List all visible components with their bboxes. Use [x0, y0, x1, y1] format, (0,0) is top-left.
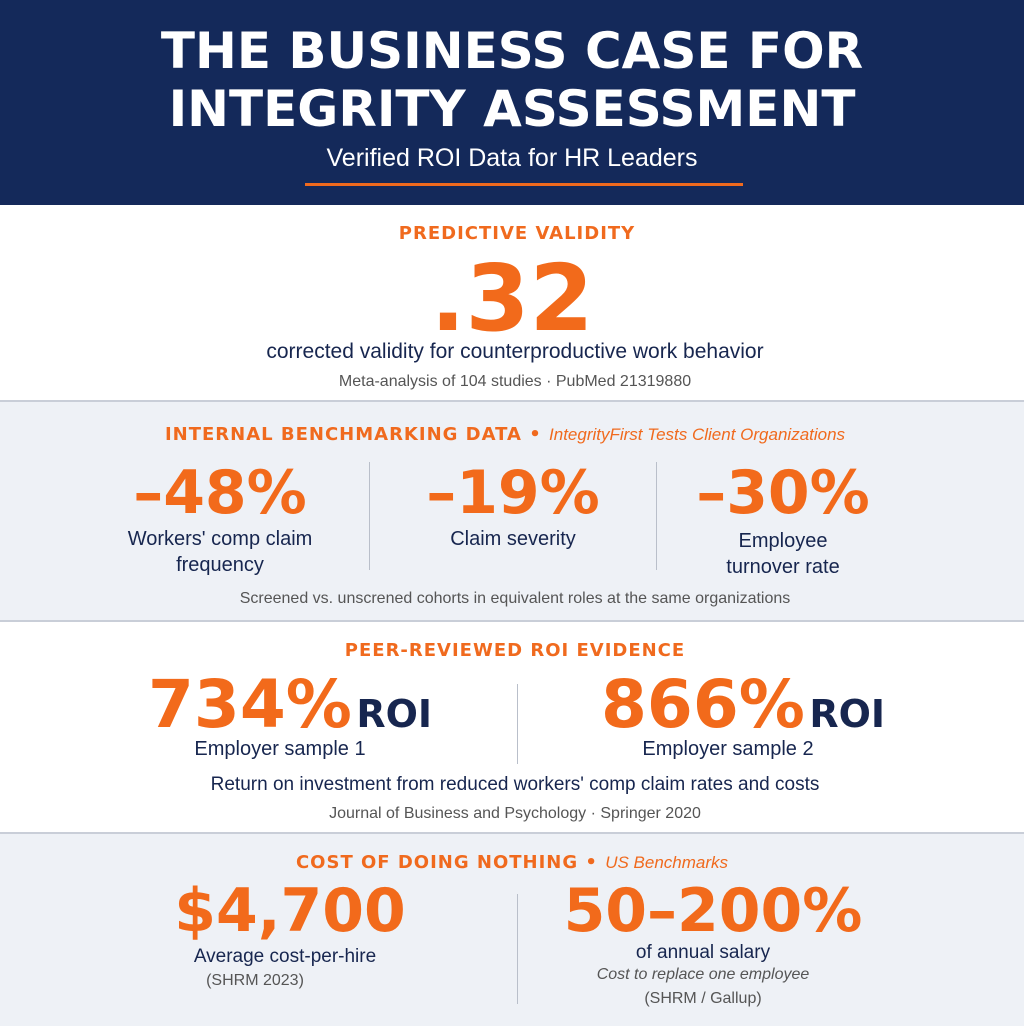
source: (SHRM / Gallup) — [644, 990, 762, 1007]
stat-label: Workers' comp claim frequency — [127, 528, 313, 576]
divider — [369, 462, 370, 570]
separator: • — [521, 424, 550, 445]
section-label: PREDICTIVE VALIDITY — [398, 223, 636, 244]
source: Journal of Business and Psychology · Spr… — [329, 805, 701, 822]
divider — [656, 462, 657, 570]
section-label: PEER-REVIEWED ROI EVIDENCE — [344, 640, 686, 661]
stat-suffix: ROI — [809, 692, 886, 736]
underline — [305, 183, 743, 186]
divider — [517, 894, 518, 1004]
title: INTEGRITY ASSESSMENT — [168, 80, 856, 138]
note: Return on investment from reduced worker… — [210, 774, 820, 795]
stat-value: .32 — [430, 245, 594, 352]
stat: 734% ROI — [100, 666, 480, 743]
stat-value: –48% — [133, 458, 307, 528]
stat-value: –30% — [696, 458, 870, 528]
separator: • — [578, 852, 606, 873]
source: (SHRM 2023) — [206, 972, 304, 989]
stat-value: –19% — [426, 458, 600, 528]
section: INTERNAL BENCHMARKING DATA • IntegrityFi… — [0, 400, 1024, 620]
title: THE BUSINESS CASE FOR — [160, 22, 864, 80]
source: Meta-analysis of 104 studies · PubMed 21… — [338, 373, 692, 390]
section: PEER-REVIEWED ROI EVIDENCE 734% ROI Empl… — [0, 620, 1024, 832]
stat-suffix: ROI — [356, 692, 433, 736]
section-label: COST OF DOING NOTHING — [295, 852, 579, 873]
description: corrected validity for counterproductive… — [266, 340, 764, 363]
divider — [517, 684, 518, 764]
stat-label: Employer sample 1 — [194, 738, 366, 760]
note: Screened vs. unscrened cohorts in equiva… — [239, 590, 791, 607]
stat-value: 734% — [147, 666, 352, 743]
stat: 866% ROI — [553, 666, 933, 743]
section: PREDICTIVE VALIDITY .32 corrected validi… — [0, 205, 1024, 400]
section-heading: COST OF DOING NOTHING • US Benchmarks — [0, 852, 1024, 873]
header: THE BUSINESS CASE FOR INTEGRITY ASSESSME… — [0, 0, 1024, 205]
stat-value: 866% — [600, 666, 805, 743]
stat-label: Employee turnover rate — [726, 530, 840, 578]
stat-label: Employer sample 2 — [642, 738, 814, 760]
stat-value: 50–200% — [563, 876, 863, 946]
section-label: INTERNAL BENCHMARKING DATA — [164, 424, 522, 445]
detail: Cost to replace one employee — [596, 966, 810, 983]
subtitle: Verified ROI Data for HR Leaders — [326, 144, 698, 172]
section: COST OF DOING NOTHING • US Benchmarks $4… — [0, 832, 1024, 1026]
stat-label: Claim severity — [450, 528, 576, 550]
section-heading: INTERNAL BENCHMARKING DATA • IntegrityFi… — [0, 424, 1010, 445]
stat-label: of annual salary — [635, 942, 771, 963]
stat-label: Average cost-per-hire — [193, 946, 377, 967]
section-tag: US Benchmarks — [605, 853, 729, 872]
stat-value: $4,700 — [174, 876, 406, 946]
section-tag: IntegrityFirst Tests Client Organization… — [549, 425, 846, 444]
